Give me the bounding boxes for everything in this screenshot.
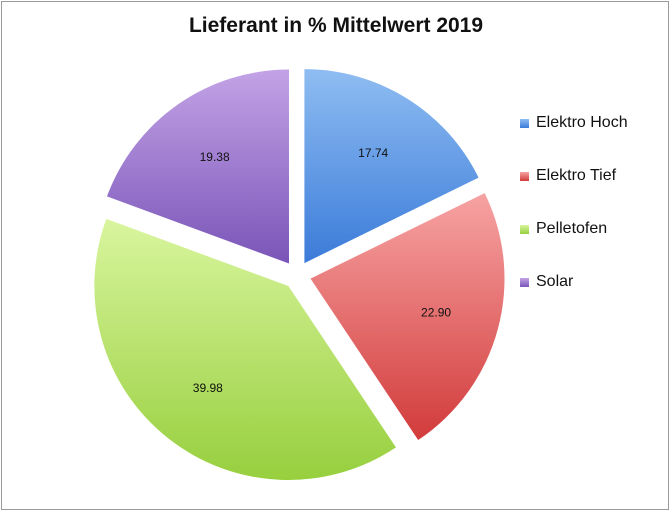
legend-swatch xyxy=(520,225,529,234)
legend-label: Pelletofen xyxy=(536,220,608,237)
legend-label: Elektro Tief xyxy=(536,167,617,184)
legend-swatch xyxy=(520,172,529,181)
legend-swatch xyxy=(520,119,529,128)
legend-swatch xyxy=(520,278,529,287)
pie-slice-solar xyxy=(106,69,289,264)
data-label-solar: 19.38 xyxy=(200,150,230,164)
legend-label: Elektro Hoch xyxy=(536,114,628,131)
pie-slice-elektro-tief xyxy=(310,193,505,441)
pie-slice-pelletofen xyxy=(94,218,396,480)
chart-title: Lieferant in % Mittelwert 2019 xyxy=(188,14,484,37)
data-label-elektro-tief: 22.90 xyxy=(421,305,451,319)
data-label-elektro-hoch: 17.74 xyxy=(358,146,388,160)
pie-slice-elektro-hoch xyxy=(304,69,479,264)
legend-label: Solar xyxy=(536,273,574,290)
data-label-pelletofen: 39.98 xyxy=(193,381,223,395)
